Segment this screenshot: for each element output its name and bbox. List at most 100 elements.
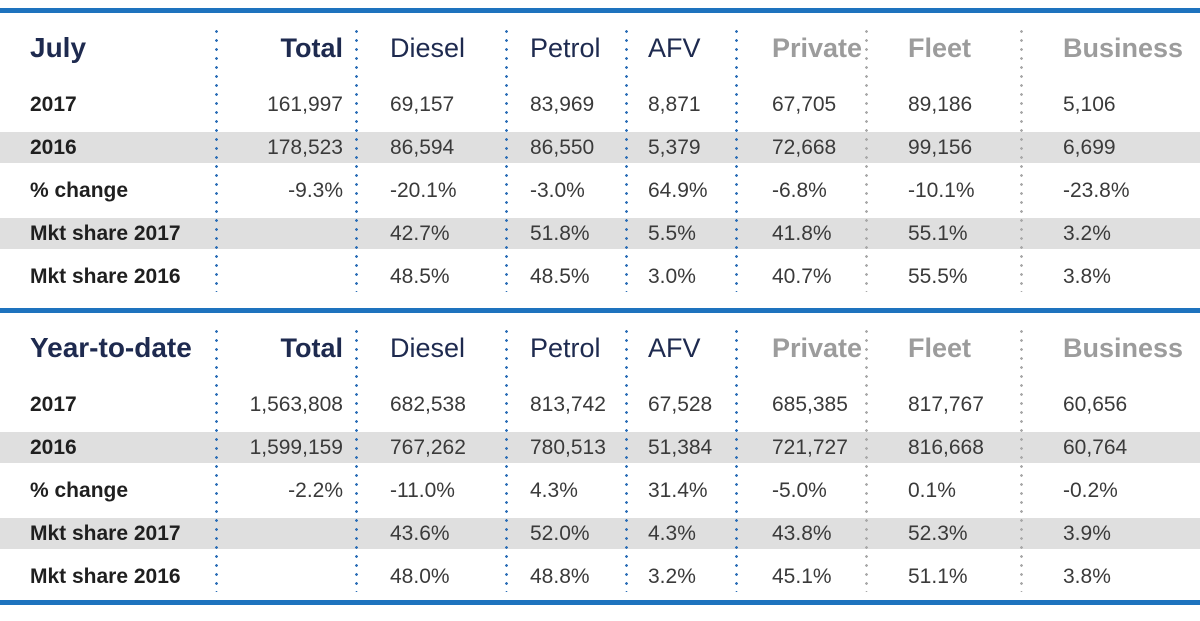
column-separator <box>865 327 868 592</box>
table-row-2017: 2017 1,563,808 682,538 813,742 67,528 68… <box>0 383 1200 426</box>
cell-diesel: 48.5% <box>390 264 450 288</box>
cell-petrol: 4.3% <box>530 478 578 502</box>
cell-business: 60,764 <box>1063 435 1128 459</box>
column-separator <box>355 27 358 292</box>
cell-total: 178,523 <box>267 135 343 159</box>
cell-total: 1,563,808 <box>249 392 343 416</box>
row-label: 2016 <box>30 135 77 159</box>
table-title: July <box>30 32 87 63</box>
cell-business: 3.8% <box>1063 564 1111 588</box>
cell-afv: 8,871 <box>648 92 701 116</box>
cell-business: 3.9% <box>1063 521 1111 545</box>
column-separator <box>1020 27 1023 292</box>
cell-fleet: 55.5% <box>908 264 968 288</box>
row-label: 2017 <box>30 92 77 116</box>
column-header-diesel: Diesel <box>390 32 466 63</box>
row-label: Mkt share 2016 <box>30 264 181 288</box>
row-label: Mkt share 2016 <box>30 564 181 588</box>
column-separator <box>355 327 358 592</box>
cell-afv: 51,384 <box>648 435 713 459</box>
cell-total: 161,997 <box>267 92 343 116</box>
cell-afv: 31.4% <box>648 478 708 502</box>
column-separator <box>505 27 508 292</box>
cell-fleet: 55.1% <box>908 221 968 245</box>
top-divider-line <box>0 8 1200 13</box>
cell-private: 41.8% <box>772 221 832 245</box>
table-row-pct-change: % change -9.3% -20.1% -3.0% 64.9% -6.8% … <box>0 169 1200 212</box>
cell-diesel: 42.7% <box>390 221 450 245</box>
column-separator <box>215 27 218 292</box>
cell-diesel: 767,262 <box>390 435 466 459</box>
column-header-private: Private <box>772 32 863 63</box>
column-separator <box>735 27 738 292</box>
cell-afv: 3.2% <box>648 564 696 588</box>
cell-fleet: 817,767 <box>908 392 984 416</box>
middle-divider-line <box>0 308 1200 313</box>
table-row-2016: 2016 178,523 86,594 86,550 5,379 72,668 … <box>0 126 1200 169</box>
cell-petrol: 52.0% <box>530 521 590 545</box>
cell-business: -0.2% <box>1063 478 1118 502</box>
cell-private: -5.0% <box>772 478 827 502</box>
cell-fleet: 99,156 <box>908 135 973 159</box>
cell-petrol: -3.0% <box>530 178 585 202</box>
table-row-mkt-share-2016: Mkt share 2016 48.0% 48.8% 3.2% 45.1% 51… <box>0 555 1200 598</box>
row-label: Mkt share 2017 <box>30 521 181 545</box>
column-header-petrol: Petrol <box>530 32 601 63</box>
table-row-2016: 2016 1,599,159 767,262 780,513 51,384 72… <box>0 426 1200 469</box>
cell-afv: 67,528 <box>648 392 713 416</box>
cell-total: 1,599,159 <box>249 435 343 459</box>
row-label: Mkt share 2017 <box>30 221 181 245</box>
table-title: Year-to-date <box>30 332 192 363</box>
row-label: 2016 <box>30 435 77 459</box>
cell-private: -6.8% <box>772 178 827 202</box>
cell-petrol: 780,513 <box>530 435 606 459</box>
cell-diesel: -11.0% <box>390 478 455 502</box>
column-header-afv: AFV <box>648 32 701 63</box>
cell-private: 45.1% <box>772 564 832 588</box>
cell-petrol: 83,969 <box>530 92 595 116</box>
table-header-row: July Total Diesel Petrol AFV Private Fle… <box>0 13 1200 83</box>
cell-business: 6,699 <box>1063 135 1116 159</box>
cell-private: 685,385 <box>772 392 848 416</box>
column-header-petrol: Petrol <box>530 332 601 363</box>
cell-total: -9.3% <box>288 178 343 202</box>
cell-fleet: 89,186 <box>908 92 973 116</box>
cell-fleet: 52.3% <box>908 521 968 545</box>
column-header-afv: AFV <box>648 332 701 363</box>
cell-afv: 5.5% <box>648 221 696 245</box>
table-row-2017: 2017 161,997 69,157 83,969 8,871 67,705 … <box>0 83 1200 126</box>
july-table: July Total Diesel Petrol AFV Private Fle… <box>0 13 1200 298</box>
column-header-total: Total <box>280 32 344 63</box>
table-header-row: Year-to-date Total Diesel Petrol AFV Pri… <box>0 313 1200 383</box>
cell-business: 5,106 <box>1063 92 1116 116</box>
cell-afv: 5,379 <box>648 135 701 159</box>
table-row-mkt-share-2016: Mkt share 2016 48.5% 48.5% 3.0% 40.7% 55… <box>0 255 1200 298</box>
cell-diesel: 48.0% <box>390 564 450 588</box>
cell-petrol: 813,742 <box>530 392 606 416</box>
cell-business: -23.8% <box>1063 178 1130 202</box>
cell-fleet: 0.1% <box>908 478 956 502</box>
cell-total: -2.2% <box>288 478 343 502</box>
cell-diesel: -20.1% <box>390 178 457 202</box>
column-header-business: Business <box>1063 332 1184 363</box>
cell-afv: 3.0% <box>648 264 696 288</box>
cell-private: 721,727 <box>772 435 848 459</box>
column-header-fleet: Fleet <box>908 332 972 363</box>
column-header-business: Business <box>1063 32 1184 63</box>
cell-business: 3.2% <box>1063 221 1111 245</box>
cell-private: 40.7% <box>772 264 832 288</box>
cell-afv: 64.9% <box>648 178 708 202</box>
year-to-date-table: Year-to-date Total Diesel Petrol AFV Pri… <box>0 313 1200 598</box>
column-separator <box>505 327 508 592</box>
cell-petrol: 48.5% <box>530 264 590 288</box>
column-separator <box>865 27 868 292</box>
bottom-divider-line <box>0 600 1200 605</box>
table-row-mkt-share-2017: Mkt share 2017 42.7% 51.8% 5.5% 41.8% 55… <box>0 212 1200 255</box>
column-header-diesel: Diesel <box>390 332 466 363</box>
cell-diesel: 86,594 <box>390 135 455 159</box>
column-separator <box>625 27 628 292</box>
cell-private: 67,705 <box>772 92 837 116</box>
cell-petrol: 51.8% <box>530 221 590 245</box>
row-label: % change <box>30 478 129 502</box>
cell-diesel: 69,157 <box>390 92 455 116</box>
